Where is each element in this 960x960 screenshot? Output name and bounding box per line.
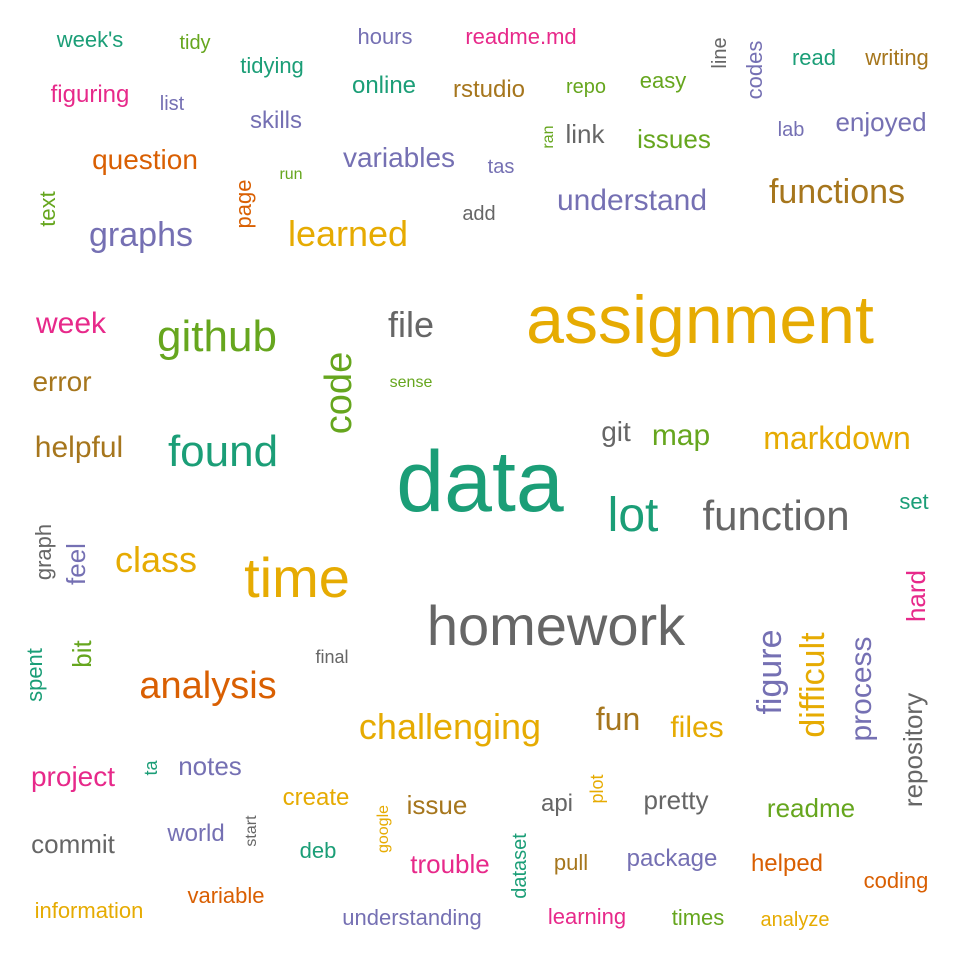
cloud-word: data xyxy=(396,434,564,530)
cloud-word: lot xyxy=(607,489,659,542)
cloud-word: ta xyxy=(141,760,161,776)
cloud-word: readme.md xyxy=(465,24,577,49)
cloud-word: learning xyxy=(547,904,627,929)
cloud-word: commit xyxy=(31,829,115,859)
cloud-word: analyze xyxy=(760,909,830,931)
cloud-word: repository xyxy=(898,692,928,808)
cloud-word: tas xyxy=(487,156,515,178)
cloud-word: graphs xyxy=(89,216,193,254)
cloud-word: list xyxy=(159,93,185,115)
cloud-word: map xyxy=(651,419,711,452)
cloud-word: google xyxy=(375,804,392,854)
cloud-word: times xyxy=(671,905,725,930)
cloud-word: package xyxy=(626,845,718,872)
cloud-word: figuring xyxy=(50,81,130,108)
cloud-word: analysis xyxy=(139,665,277,707)
cloud-word: spent xyxy=(22,648,47,702)
cloud-word: class xyxy=(114,539,198,580)
cloud-word: github xyxy=(157,312,277,361)
cloud-word: pull xyxy=(553,850,589,875)
cloud-word: markdown xyxy=(763,420,911,456)
cloud-word: week xyxy=(35,307,107,340)
cloud-word: helpful xyxy=(34,431,124,464)
cloud-word: learned xyxy=(287,213,409,254)
cloud-word: ran xyxy=(540,125,557,149)
cloud-word: page xyxy=(231,179,256,229)
cloud-word: readme xyxy=(766,793,856,823)
cloud-word: text xyxy=(35,191,60,227)
cloud-word: coding xyxy=(863,868,929,893)
cloud-word: figure xyxy=(751,629,789,715)
cloud-word: run xyxy=(279,166,303,183)
cloud-word: question xyxy=(92,144,198,175)
cloud-word: fun xyxy=(595,701,641,737)
cloud-word: homework xyxy=(426,594,686,657)
cloud-word: week's xyxy=(56,27,124,52)
cloud-word: files xyxy=(670,711,724,744)
cloud-word: issue xyxy=(406,790,468,820)
cloud-word: understanding xyxy=(342,905,482,930)
cloud-word: git xyxy=(601,416,631,447)
cloud-word: link xyxy=(565,119,605,149)
cloud-word: tidy xyxy=(179,32,211,54)
cloud-word: function xyxy=(702,492,850,539)
cloud-word: variables xyxy=(342,142,456,173)
cloud-word: skills xyxy=(250,107,302,134)
cloud-word: process xyxy=(845,636,878,742)
cloud-word: create xyxy=(282,784,350,811)
cloud-word: tidying xyxy=(240,53,304,78)
cloud-word: rstudio xyxy=(452,76,526,103)
cloud-word: functions xyxy=(768,173,906,211)
cloud-word: hours xyxy=(357,24,413,49)
cloud-word: repo xyxy=(565,76,607,98)
cloud-word: enjoyed xyxy=(835,107,927,137)
cloud-word: read xyxy=(791,45,837,70)
cloud-word: sense xyxy=(389,374,433,391)
cloud-word: variable xyxy=(187,883,265,908)
cloud-word: found xyxy=(167,427,279,476)
cloud-word: world xyxy=(167,820,225,847)
cloud-word: graph xyxy=(31,523,56,581)
cloud-word: add xyxy=(462,203,496,225)
cloud-word: difficult xyxy=(794,632,832,738)
cloud-word: dataset xyxy=(509,833,531,899)
cloud-word: deb xyxy=(299,838,337,863)
cloud-word: lab xyxy=(777,119,805,141)
cloud-word: codes xyxy=(742,40,767,100)
cloud-word: easy xyxy=(639,68,687,93)
cloud-word: feel xyxy=(61,543,91,585)
cloud-word: error xyxy=(32,366,92,397)
cloud-word: start xyxy=(243,815,260,847)
cloud-word: project xyxy=(30,761,116,792)
cloud-word: information xyxy=(34,898,144,923)
cloud-word: writing xyxy=(865,45,929,70)
cloud-word: online xyxy=(351,72,417,99)
cloud-word: understand xyxy=(556,184,708,217)
cloud-word: plot xyxy=(587,774,607,804)
cloud-word: api xyxy=(540,790,574,817)
cloud-word: line xyxy=(709,37,731,69)
cloud-word: final xyxy=(315,647,349,667)
cloud-word: set xyxy=(899,489,929,514)
cloud-word: pretty xyxy=(643,785,709,815)
cloud-word: time xyxy=(244,546,350,609)
cloud-word: code xyxy=(318,351,360,435)
cloud-word: helped xyxy=(750,850,824,877)
cloud-word: trouble xyxy=(410,849,490,879)
cloud-word: challenging xyxy=(358,706,542,747)
cloud-word: notes xyxy=(178,751,242,781)
cloud-word: hard xyxy=(901,569,931,623)
cloud-word: bit xyxy=(67,640,97,668)
cloud-word: file xyxy=(387,304,435,345)
cloud-word: assignment xyxy=(526,282,874,358)
cloud-word: issues xyxy=(637,124,711,154)
